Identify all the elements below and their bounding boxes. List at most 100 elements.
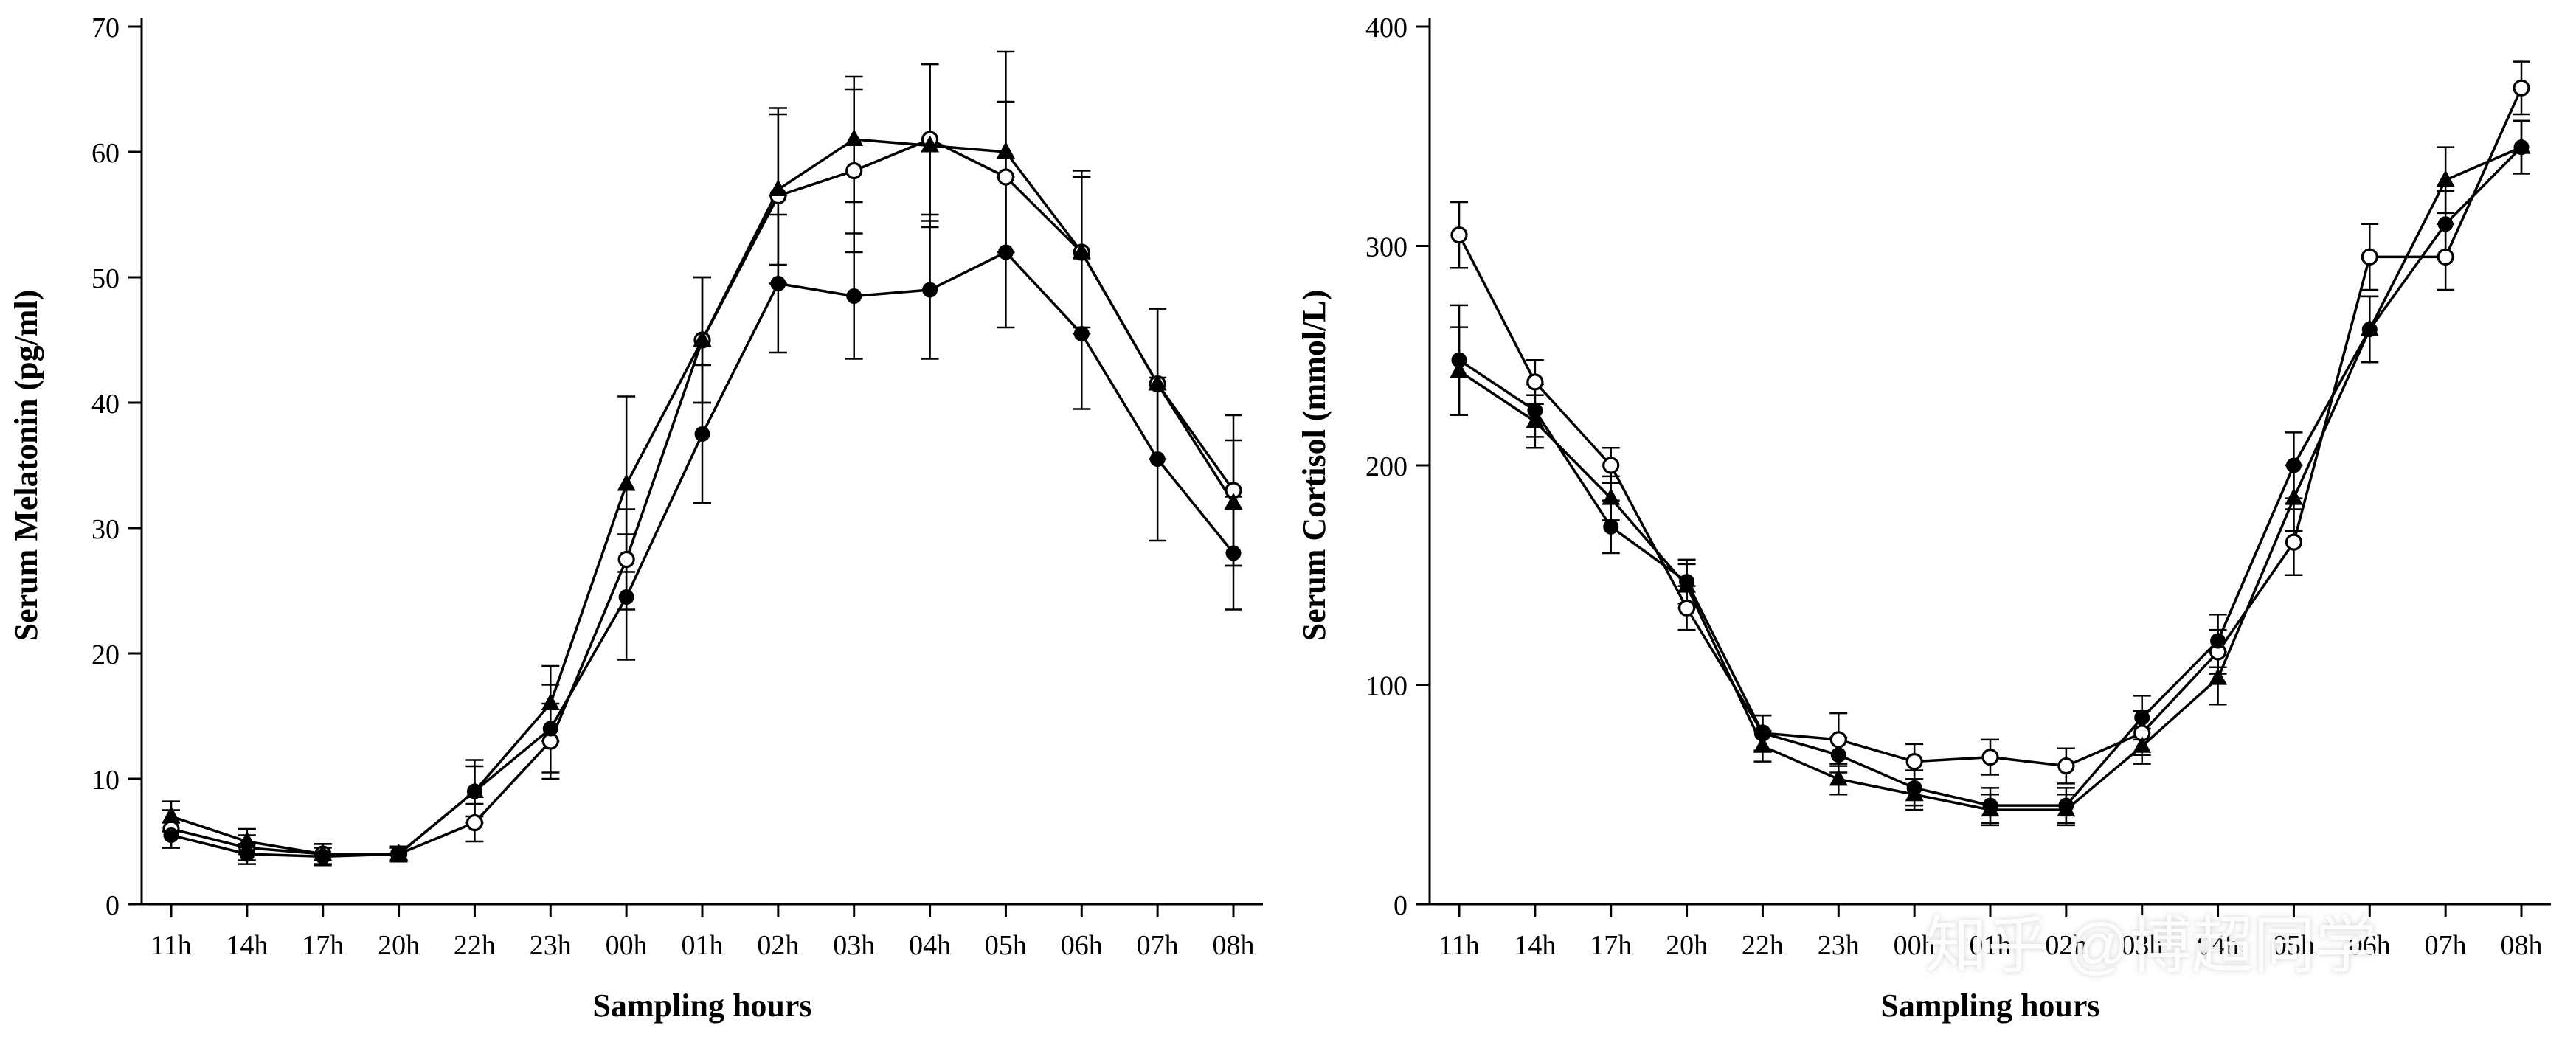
marker-filled-circle-icon xyxy=(542,721,558,737)
x-tick-label: 03h xyxy=(833,930,875,961)
marker-filled-circle-icon xyxy=(1754,725,1770,741)
x-tick-label: 23h xyxy=(530,930,572,961)
x-tick-label: 00h xyxy=(1894,930,1936,961)
x-tick-label: 23h xyxy=(1818,930,1860,961)
marker-filled-circle-icon xyxy=(1451,352,1467,368)
marker-filled-circle-icon xyxy=(997,244,1014,260)
marker-filled-triangle-icon xyxy=(1677,575,1697,593)
marker-filled-triangle-icon xyxy=(2360,319,2379,336)
marker-filled-triangle-icon xyxy=(1148,373,1167,391)
marker-filled-circle-icon xyxy=(1073,326,1090,341)
y-tick-label: 60 xyxy=(91,138,120,169)
x-tick-label: 03h xyxy=(2121,930,2163,961)
x-tick-label: 14h xyxy=(226,930,268,961)
y-tick-label: 30 xyxy=(91,514,120,545)
y-tick-label: 50 xyxy=(91,263,120,294)
melatonin-chart: 0 10 20 30 40 50 60 70 11h 14h 17h 20h 22h 23h 00h 01h 0… xyxy=(0,0,1288,1044)
x-tick-label: 11h xyxy=(150,930,192,961)
x-tick-label: 04h xyxy=(909,930,951,961)
x-tick-label: 01h xyxy=(1970,930,2012,961)
marker-filled-circle-icon xyxy=(922,282,938,298)
x-tick-label: 22h xyxy=(454,930,496,961)
x-tick-label: 14h xyxy=(1514,930,1556,961)
x-tick-label: 06h xyxy=(2349,930,2391,961)
serum-melatonin-svg: 0 10 20 30 40 50 60 70 11h 14h 17h 20h 22h 23h 00h 01h 0… xyxy=(8,13,1263,1024)
marker-filled-circle-icon xyxy=(770,276,786,291)
y-tick-label: 200 xyxy=(1365,451,1408,482)
marker-filled-circle-icon xyxy=(2134,709,2150,726)
marker-filled-circle-icon xyxy=(694,426,710,442)
marker-open-circle-icon xyxy=(997,168,1015,186)
marker-open-circle-icon xyxy=(465,813,484,832)
marker-filled-triangle-icon xyxy=(769,179,788,196)
x-tick-label: 05h xyxy=(2273,930,2315,961)
x-tick-label: 17h xyxy=(302,930,344,961)
marker-filled-triangle-icon xyxy=(238,831,257,848)
marker-filled-triangle-icon xyxy=(314,844,333,861)
marker-open-circle-icon xyxy=(845,162,863,180)
marker-open-circle-icon xyxy=(1526,373,1544,391)
y-tick-label: 400 xyxy=(1365,13,1408,44)
y-axis-title: Serum Melatonin (pg/ml) xyxy=(8,290,44,642)
marker-filled-circle-icon xyxy=(1149,451,1166,467)
series-line-open-circle-group xyxy=(1458,87,2523,768)
marker-filled-triangle-icon xyxy=(2209,667,2228,685)
marker-filled-circle-icon xyxy=(163,827,179,843)
marker-filled-triangle-icon xyxy=(465,781,484,798)
marker-open-circle-icon xyxy=(1602,457,1620,474)
marker-open-circle-icon xyxy=(1981,749,1999,766)
marker-open-circle-icon xyxy=(1450,226,1468,244)
x-tick-label: 06h xyxy=(1061,930,1103,961)
serum-cortisol-svg: 0 100 200 300 400 11h 14h 17h 20h 22h 23h 00h 01h 02h… xyxy=(1296,13,2551,1024)
marker-filled-triangle-icon xyxy=(2284,487,2303,505)
x-tick-label: 01h xyxy=(682,930,724,961)
marker-open-circle-icon xyxy=(2285,533,2303,551)
marker-filled-circle-icon xyxy=(1225,545,1242,561)
y-tick-label: 10 xyxy=(91,765,120,796)
cortisol-chart: 0 100 200 300 400 11h 14h 17h 20h 22h 23h 00h 01h 02h… xyxy=(1288,0,2576,1044)
marker-open-circle-icon xyxy=(1829,731,1847,749)
y-tick-label: 20 xyxy=(91,639,120,670)
marker-filled-circle-icon xyxy=(239,846,255,862)
x-tick-label: 02h xyxy=(757,930,799,961)
marker-filled-triangle-icon xyxy=(1905,784,1924,802)
x-tick-label: 08h xyxy=(1213,930,1255,961)
marker-filled-triangle-icon xyxy=(389,844,409,861)
y-axis-title: Serum Cortisol (mmol/L) xyxy=(1296,290,1332,642)
marker-filled-triangle-icon xyxy=(1753,735,1772,753)
marker-filled-triangle-icon xyxy=(541,693,560,710)
marker-filled-circle-icon xyxy=(2285,457,2302,473)
marker-filled-circle-icon xyxy=(2437,216,2454,232)
marker-filled-triangle-icon xyxy=(1224,493,1243,510)
marker-filled-triangle-icon xyxy=(1829,768,1848,786)
marker-filled-circle-icon xyxy=(2210,633,2226,649)
marker-filled-triangle-icon xyxy=(1072,242,1091,259)
marker-filled-triangle-icon xyxy=(2436,170,2455,187)
marker-filled-triangle-icon xyxy=(1981,799,2000,817)
marker-filled-triangle-icon xyxy=(1602,487,1621,505)
x-tick-label: 00h xyxy=(606,930,648,961)
marker-filled-triangle-icon xyxy=(2512,136,2531,154)
y-tick-label: 70 xyxy=(91,13,120,44)
marker-open-circle-icon xyxy=(2361,248,2378,266)
marker-filled-circle-icon xyxy=(846,288,862,304)
x-tick-label: 22h xyxy=(1742,930,1784,961)
marker-open-circle-icon xyxy=(1677,599,1696,617)
y-tick-label: 100 xyxy=(1365,671,1408,702)
x-tick-label: 20h xyxy=(1666,930,1708,961)
marker-filled-circle-icon xyxy=(1603,518,1619,535)
marker-filled-triangle-icon xyxy=(2133,735,2152,753)
y-tick-label: 40 xyxy=(91,389,120,420)
x-tick-label: 17h xyxy=(1590,930,1632,961)
marker-filled-triangle-icon xyxy=(1450,361,1469,378)
x-tick-label: 20h xyxy=(378,930,420,961)
y-tick-label: 0 xyxy=(1393,890,1408,921)
y-tick-label: 0 xyxy=(105,890,120,921)
x-tick-label: 07h xyxy=(2425,930,2467,961)
x-tick-label: 11h xyxy=(1438,930,1480,961)
marker-filled-circle-icon xyxy=(1527,403,1543,419)
x-axis-title: Sampling hours xyxy=(1880,988,2099,1024)
x-tick-label: 05h xyxy=(985,930,1027,961)
